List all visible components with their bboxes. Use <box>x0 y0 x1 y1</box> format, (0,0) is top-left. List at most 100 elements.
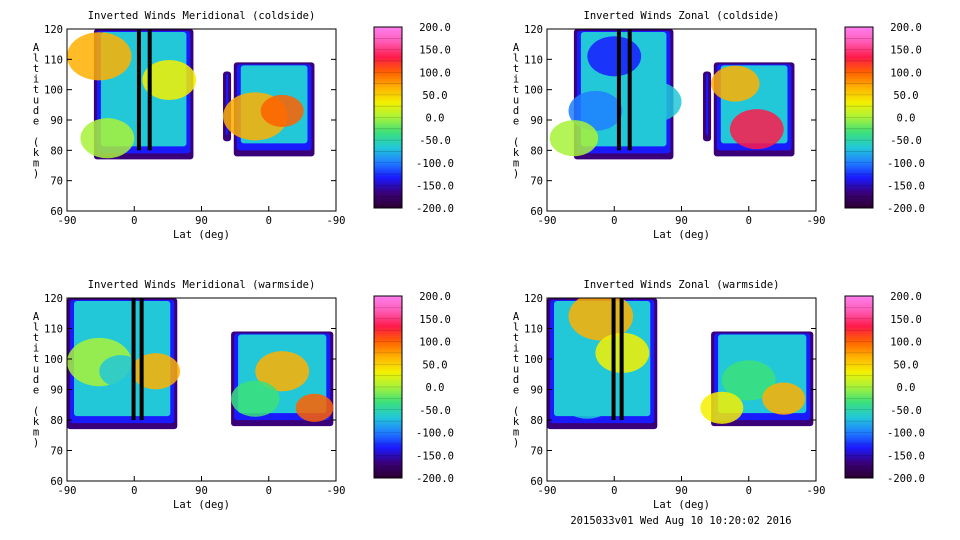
chart-panel-2: Inverted Winds Zonal (coldside) 60 70 80 90 1… <box>513 10 925 241</box>
y-tick-label: 80 <box>530 415 543 427</box>
field-blob <box>721 360 776 401</box>
colorbar-tick-label: -100.0 <box>887 158 925 170</box>
field-region-inner <box>706 73 709 136</box>
colorbar-tick-label: -150.0 <box>887 180 925 192</box>
colorbar-tick-label: -50.0 <box>419 405 451 417</box>
colorbar-tick-label: 0.0 <box>426 382 445 394</box>
x-axis-label: Lat (deg) <box>653 229 710 241</box>
field-blob <box>587 36 642 77</box>
x-tick-label: 0 <box>266 485 272 497</box>
field-blob <box>700 391 744 424</box>
x-axis-label: Lat (deg) <box>173 229 230 241</box>
chart-title: Inverted Winds Zonal (coldside) <box>584 10 780 22</box>
colorbar-tick-label: 50.0 <box>422 359 447 371</box>
field-blob <box>560 378 615 419</box>
colorbar-tick-label: -150.0 <box>416 450 454 462</box>
gap-band <box>139 298 144 420</box>
field-blob <box>231 380 280 417</box>
colorbar-tick-label: -200.0 <box>887 203 925 215</box>
y-tick-label: 60 <box>530 476 543 488</box>
gap-band <box>616 29 621 151</box>
y-tick-label: 100 <box>44 354 63 366</box>
field-blob <box>120 94 164 127</box>
colorbar-tick-label: -100.0 <box>887 428 925 440</box>
x-tick-label: -90 <box>538 485 557 497</box>
x-tick-label: 0 <box>131 485 137 497</box>
colorbar-tick-label: 50.0 <box>893 90 918 102</box>
x-tick-label: 90 <box>195 485 208 497</box>
x-tick-label: -90 <box>538 215 557 227</box>
y-tick-label: 120 <box>524 24 543 36</box>
y-tick-label: 80 <box>50 415 63 427</box>
colorbar-tick-label: -200.0 <box>416 473 454 485</box>
y-tick-label: 90 <box>530 115 543 127</box>
colorbar-tick-label: 200.0 <box>419 291 451 303</box>
y-tick-label: 60 <box>530 206 543 218</box>
contour-field <box>67 29 315 160</box>
contour-field <box>67 298 334 430</box>
colorbar-tick-label: -100.0 <box>416 158 454 170</box>
colorbar-tick-label: 100.0 <box>890 67 922 79</box>
colorbar-tick-label: -100.0 <box>416 428 454 440</box>
colorbar-tick-label: 0.0 <box>897 382 916 394</box>
field-blob <box>568 298 634 341</box>
chart-panel-3: Inverted Winds Meridional (warmside) 60 70… <box>33 279 454 511</box>
colorbar-tick-label: 100.0 <box>419 337 451 349</box>
colorbar <box>373 295 403 479</box>
y-tick-label: 120 <box>44 24 63 36</box>
colorbar-tick-label: 50.0 <box>422 90 447 102</box>
colorbar-tick-label: -50.0 <box>419 135 451 147</box>
y-tick-label: 100 <box>524 354 543 366</box>
gap-band <box>136 29 141 151</box>
x-tick-label: -90 <box>58 485 77 497</box>
field-blob <box>568 90 623 131</box>
y-tick-label: 110 <box>44 324 63 336</box>
colorbar-tick-label: 150.0 <box>419 314 451 326</box>
field-blob <box>549 120 599 157</box>
colorbar-tick-label: -150.0 <box>416 180 454 192</box>
x-tick-label: -90 <box>58 215 77 227</box>
y-tick-label: 90 <box>50 385 63 397</box>
x-tick-label: -90 <box>327 485 346 497</box>
x-tick-label: 90 <box>675 215 688 227</box>
x-tick-label: -90 <box>807 215 826 227</box>
colorbar-tick-label: 100.0 <box>890 337 922 349</box>
x-axis-label: Lat (deg) <box>653 499 710 511</box>
y-tick-label: 90 <box>50 115 63 127</box>
field-blob <box>627 81 682 122</box>
chart-panel-4: Inverted Winds Zonal (warmside) 60 70 80 90 1… <box>513 279 925 511</box>
x-tick-label: 0 <box>131 215 137 227</box>
field-blob <box>729 109 784 150</box>
y-tick-label: 80 <box>50 145 63 157</box>
gap-band <box>611 298 616 420</box>
field-blob <box>255 351 310 392</box>
y-tick-label: 110 <box>44 54 63 66</box>
gap-band <box>131 298 136 420</box>
x-tick-label: 90 <box>195 215 208 227</box>
y-tick-label: 100 <box>44 85 63 97</box>
field-blob <box>762 382 806 415</box>
colorbar-tick-label: -50.0 <box>890 135 922 147</box>
y-tick-label: 100 <box>524 85 543 97</box>
colorbar <box>844 295 874 479</box>
y-tick-label: 110 <box>524 324 543 336</box>
field-blob <box>80 118 135 159</box>
field-blob <box>142 59 197 100</box>
colorbar-tick-label: -200.0 <box>416 203 454 215</box>
colorbar-tick-label: 0.0 <box>426 113 445 125</box>
field-blob <box>295 393 334 422</box>
x-tick-label: 0 <box>266 215 272 227</box>
x-tick-label: -90 <box>327 215 346 227</box>
colorbar-tick-label: -50.0 <box>890 405 922 417</box>
x-tick-label: 90 <box>675 485 688 497</box>
colorbar-tick-label: -150.0 <box>887 450 925 462</box>
chart-title: Inverted Winds Meridional (coldside) <box>88 10 316 22</box>
y-tick-label: 120 <box>44 293 63 305</box>
colorbar-tick-label: 150.0 <box>419 45 451 57</box>
y-tick-label: 70 <box>50 446 63 458</box>
